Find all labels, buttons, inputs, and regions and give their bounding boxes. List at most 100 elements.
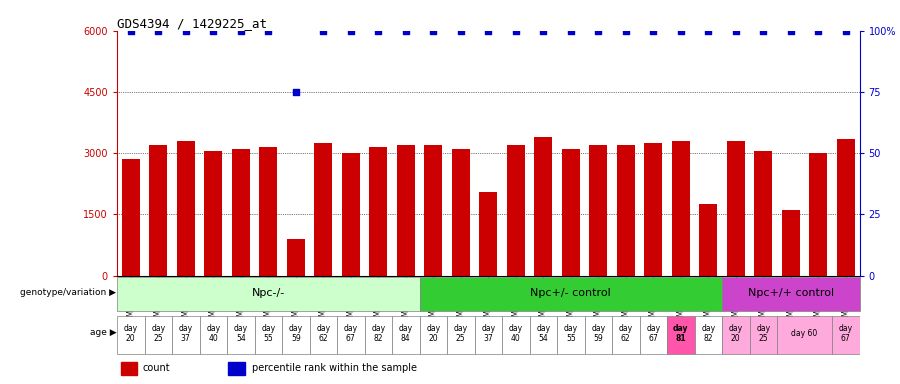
Bar — [149, 145, 167, 276]
Bar — [287, 239, 305, 276]
FancyBboxPatch shape — [392, 316, 419, 354]
Text: Npc-/-: Npc-/- — [252, 288, 285, 298]
Point — [756, 28, 770, 34]
Text: day
67: day 67 — [646, 324, 661, 343]
Point — [784, 28, 798, 34]
Text: day
40: day 40 — [206, 324, 220, 343]
Point — [839, 28, 853, 34]
Text: percentile rank within the sample: percentile rank within the sample — [252, 363, 417, 373]
Text: day
82: day 82 — [701, 324, 716, 343]
Bar — [229, 362, 245, 375]
FancyBboxPatch shape — [282, 316, 310, 354]
FancyBboxPatch shape — [502, 316, 529, 354]
Text: count: count — [143, 363, 171, 373]
Point — [618, 28, 633, 34]
FancyBboxPatch shape — [227, 316, 255, 354]
Bar — [369, 147, 387, 276]
Point — [316, 28, 330, 34]
Point — [289, 89, 303, 95]
Text: day
25: day 25 — [756, 324, 770, 343]
FancyBboxPatch shape — [145, 316, 172, 354]
FancyBboxPatch shape — [722, 278, 860, 311]
Bar — [616, 145, 634, 276]
Text: day
20: day 20 — [427, 324, 440, 343]
Bar — [507, 145, 525, 276]
Point — [399, 28, 413, 34]
Text: GDS4394 / 1429225_at: GDS4394 / 1429225_at — [117, 17, 267, 30]
Text: age ▶: age ▶ — [90, 328, 116, 337]
Bar — [314, 143, 332, 276]
Text: day
81: day 81 — [673, 324, 689, 343]
FancyBboxPatch shape — [200, 316, 227, 354]
Bar — [590, 145, 608, 276]
Point — [344, 28, 358, 34]
Point — [426, 28, 440, 34]
Text: day
55: day 55 — [563, 324, 578, 343]
Point — [591, 28, 606, 34]
Text: day
40: day 40 — [508, 324, 523, 343]
FancyBboxPatch shape — [667, 316, 695, 354]
Text: day
37: day 37 — [482, 324, 495, 343]
Point — [234, 28, 248, 34]
Bar — [232, 149, 249, 276]
FancyBboxPatch shape — [695, 316, 722, 354]
FancyBboxPatch shape — [832, 316, 860, 354]
Text: day
25: day 25 — [151, 324, 166, 343]
FancyBboxPatch shape — [364, 316, 392, 354]
FancyBboxPatch shape — [722, 316, 750, 354]
Bar — [397, 145, 415, 276]
Bar — [562, 149, 580, 276]
FancyBboxPatch shape — [310, 316, 337, 354]
FancyBboxPatch shape — [337, 316, 365, 354]
Bar — [809, 153, 827, 276]
Text: day
20: day 20 — [729, 324, 742, 343]
Bar — [754, 151, 772, 276]
Text: genotype/variation ▶: genotype/variation ▶ — [21, 288, 116, 297]
Text: day
54: day 54 — [536, 324, 550, 343]
Bar — [121, 362, 137, 375]
FancyBboxPatch shape — [447, 316, 474, 354]
Text: day
59: day 59 — [289, 324, 302, 343]
Bar — [535, 137, 553, 276]
Text: day
55: day 55 — [261, 324, 275, 343]
FancyBboxPatch shape — [117, 278, 419, 311]
Text: day
67: day 67 — [344, 324, 358, 343]
Text: day 60: day 60 — [791, 329, 817, 338]
FancyBboxPatch shape — [612, 316, 640, 354]
Text: day
54: day 54 — [234, 324, 248, 343]
Text: day
67: day 67 — [839, 324, 853, 343]
Point — [261, 28, 275, 34]
Point — [371, 28, 385, 34]
FancyBboxPatch shape — [255, 316, 282, 354]
Bar — [424, 145, 442, 276]
Point — [178, 28, 193, 34]
Bar — [480, 192, 497, 276]
Bar — [671, 141, 689, 276]
Point — [811, 28, 825, 34]
Bar — [342, 153, 360, 276]
Point — [536, 28, 551, 34]
Bar — [122, 159, 140, 276]
Bar — [204, 151, 222, 276]
Point — [646, 28, 661, 34]
FancyBboxPatch shape — [419, 278, 722, 311]
Point — [151, 28, 166, 34]
Bar — [176, 141, 194, 276]
Bar — [837, 139, 855, 276]
Text: Npc+/+ control: Npc+/+ control — [748, 288, 833, 298]
Point — [508, 28, 523, 34]
Point — [729, 28, 743, 34]
Point — [563, 28, 578, 34]
FancyBboxPatch shape — [584, 316, 612, 354]
Text: day
62: day 62 — [618, 324, 633, 343]
Text: day
37: day 37 — [179, 324, 193, 343]
Text: day
25: day 25 — [454, 324, 468, 343]
FancyBboxPatch shape — [529, 316, 557, 354]
Bar — [699, 204, 717, 276]
FancyBboxPatch shape — [640, 316, 667, 354]
Bar — [452, 149, 470, 276]
Text: Npc+/- control: Npc+/- control — [530, 288, 611, 298]
FancyBboxPatch shape — [777, 316, 832, 354]
Bar — [644, 143, 662, 276]
Point — [123, 28, 138, 34]
